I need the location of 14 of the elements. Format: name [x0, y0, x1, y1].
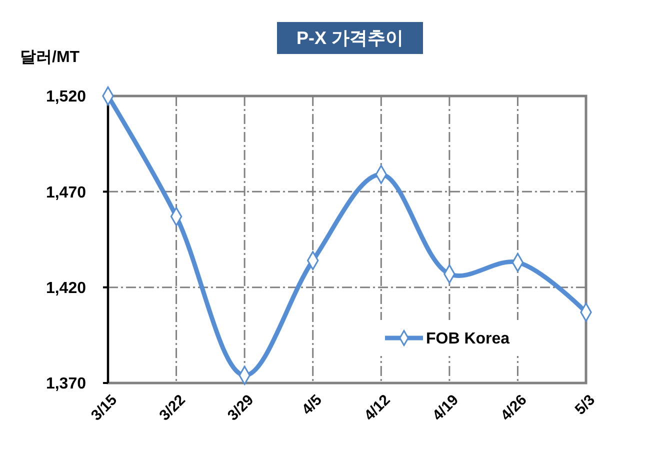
x-tick-label: 4/12	[361, 392, 394, 424]
x-tick-label: 4/5	[298, 392, 326, 418]
y-tick-label: 1,520	[46, 88, 86, 106]
y-tick-label: 1,370	[46, 376, 86, 393]
x-tick-label: 3/29	[224, 392, 258, 424]
x-tick-label: 5/3	[572, 392, 599, 418]
x-tick-label: 4/26	[498, 392, 530, 424]
legend-label: FOB Korea	[426, 330, 510, 348]
y-tick-label: 1,420	[46, 280, 86, 297]
y-axis-title: 달러/MT	[20, 49, 80, 66]
chart-title: P-X 가격추이	[296, 28, 404, 48]
x-tick-label: 4/19	[429, 392, 462, 424]
x-tick-label: 3/22	[156, 392, 189, 424]
y-tick-label: 1,470	[46, 184, 86, 202]
